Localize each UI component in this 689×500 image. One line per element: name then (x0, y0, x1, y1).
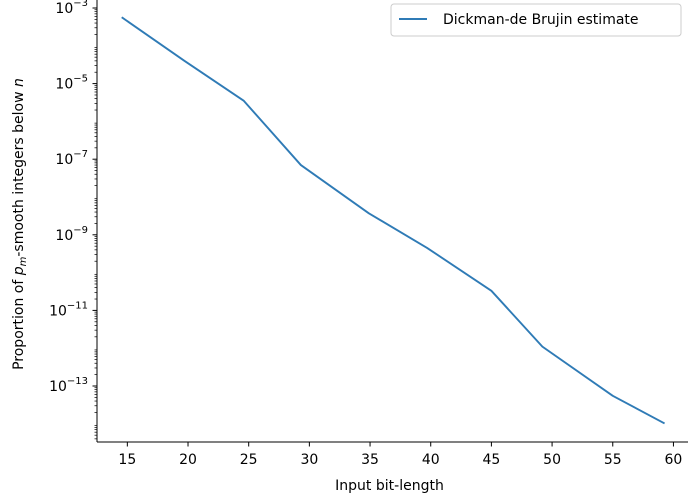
y-tick-label: 10−3 (55, 0, 88, 17)
y-tick-label: 10−13 (49, 376, 88, 395)
y-tick-label: 10−7 (55, 149, 88, 168)
legend: Dickman-de Brujin estimate (390, 3, 682, 37)
x-tick-label: 50 (543, 452, 561, 468)
x-tick-label: 55 (604, 452, 622, 468)
plot-area (121, 16, 666, 425)
axes: 15 20 25 30 35 40 45 50 55 60 10−3 10−5 10−7 10−9 10−1… (49, 0, 688, 468)
y-tick-label: 10−9 (55, 225, 88, 244)
axis-labels: Input bit-length Proportion of pm-smooth … (11, 78, 444, 494)
x-tick-label: 40 (422, 452, 440, 468)
y-tick-label: 10−5 (55, 74, 88, 93)
legend-box (390, 3, 682, 37)
x-axis-label: Input bit-length (335, 478, 444, 494)
y-axis-label: Proportion of pm-smooth integers below n (11, 78, 29, 370)
y-tick-label: 10−11 (49, 300, 88, 319)
x-tick-label: 45 (482, 452, 500, 468)
x-tick-label: 60 (665, 452, 683, 468)
x-tick-label: 25 (240, 452, 258, 468)
legend-label: Dickman-de Brujin estimate (443, 12, 639, 28)
x-tick-label: 15 (118, 452, 136, 468)
series-line-0 (121, 16, 666, 425)
x-tick-label: 30 (300, 452, 318, 468)
x-tick-label: 20 (179, 452, 197, 468)
x-tick-label: 35 (361, 452, 379, 468)
